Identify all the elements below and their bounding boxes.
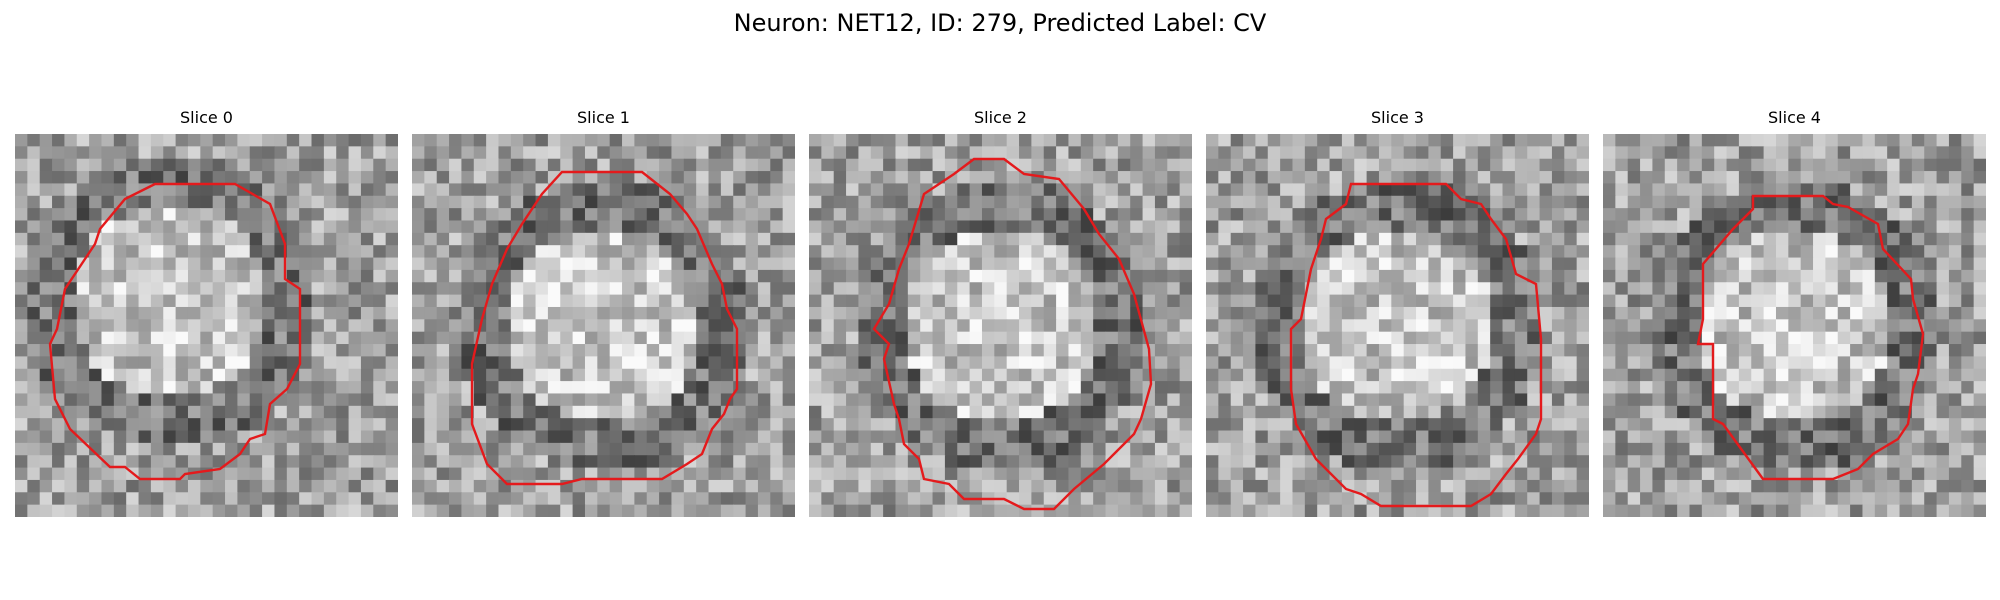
roi-outline	[1289, 182, 1543, 508]
slice-image	[412, 134, 795, 517]
slice-title: Slice 2	[974, 108, 1027, 127]
slice-panel-0: Slice 0	[15, 108, 398, 517]
figure-title: Neuron: NET12, ID: 279, Predicted Label:…	[733, 9, 1267, 37]
slice-panel-4: Slice 4	[1603, 108, 1986, 517]
slice-panel-3: Slice 3	[1206, 108, 1589, 517]
slice-title: Slice 4	[1768, 108, 1821, 127]
slice-image	[15, 134, 398, 517]
slice-panel-1: Slice 1	[412, 108, 795, 517]
slice-title: Slice 0	[180, 108, 233, 127]
roi-outline	[48, 182, 302, 481]
slice-title: Slice 1	[577, 108, 630, 127]
slice-image	[1206, 134, 1589, 517]
slice-image	[809, 134, 1192, 517]
slice-title: Slice 3	[1371, 108, 1424, 127]
roi-outline	[872, 157, 1153, 511]
slice-image	[1603, 134, 1986, 517]
roi-outline	[1696, 194, 1925, 481]
slice-panel-2: Slice 2	[809, 108, 1192, 517]
roi-outline	[470, 170, 739, 486]
